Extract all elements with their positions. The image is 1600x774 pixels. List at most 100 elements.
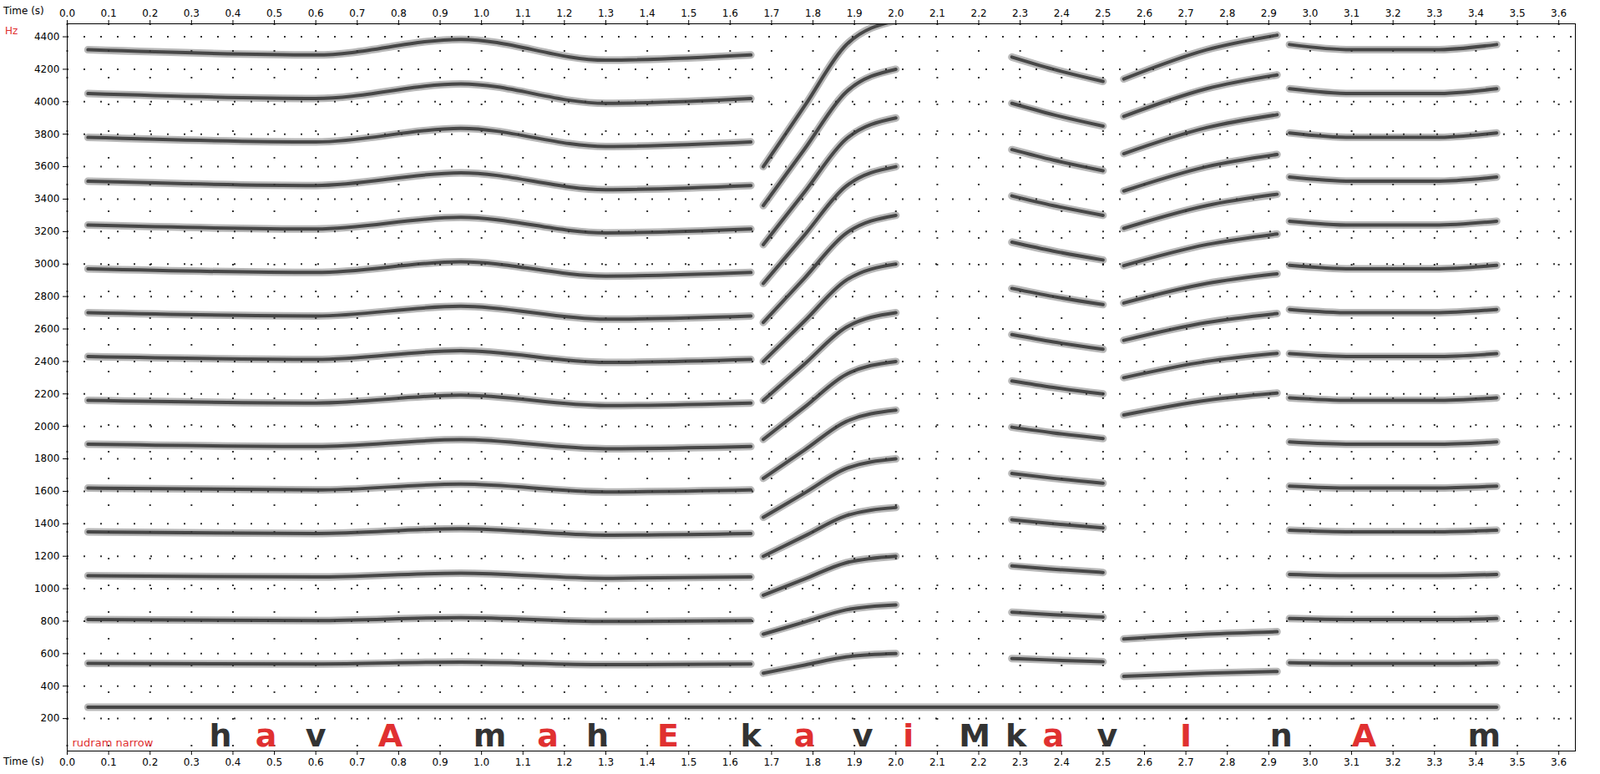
svg-text:a: a [255,717,278,755]
svg-text:3200: 3200 [34,225,61,238]
svg-text:0.5: 0.5 [266,756,283,769]
svg-text:1400: 1400 [34,517,61,530]
svg-text:1.9: 1.9 [846,7,863,20]
svg-text:3000: 3000 [34,258,61,270]
svg-text:0.1: 0.1 [101,756,117,769]
svg-text:h: h [586,717,609,755]
svg-text:3.5: 3.5 [1508,756,1525,769]
svg-text:2.0: 2.0 [887,756,904,769]
svg-text:a: a [794,717,816,755]
svg-text:1.7: 1.7 [763,7,780,20]
svg-text:k: k [740,717,763,755]
svg-text:1200: 1200 [34,550,61,563]
svg-text:1.5: 1.5 [680,756,697,769]
svg-text:3800: 3800 [34,128,61,141]
svg-text:3.4: 3.4 [1468,756,1484,769]
svg-text:2.5: 2.5 [1094,7,1111,20]
svg-text:2.9: 2.9 [1260,7,1277,20]
svg-text:a: a [536,717,559,755]
svg-text:0.0: 0.0 [59,756,76,769]
svg-text:3.4: 3.4 [1468,7,1484,20]
svg-text:E: E [657,717,679,755]
svg-text:2.5: 2.5 [1094,756,1111,769]
svg-text:2.4: 2.4 [1053,7,1070,20]
svg-text:1.9: 1.9 [846,756,863,769]
svg-text:2.6: 2.6 [1136,7,1153,20]
svg-text:0.3: 0.3 [183,7,200,20]
svg-text:0.6: 0.6 [308,7,325,20]
svg-text:0.5: 0.5 [266,7,283,20]
svg-text:3400: 3400 [34,192,61,205]
svg-text:2.2: 2.2 [970,7,987,20]
svg-text:m: m [1468,717,1502,755]
svg-text:0.8: 0.8 [390,756,407,769]
svg-text:2400: 2400 [34,355,61,368]
svg-text:v: v [1096,717,1118,755]
svg-text:0.8: 0.8 [390,7,407,20]
svg-text:rudram narrow: rudram narrow [72,736,154,750]
svg-text:3.1: 3.1 [1343,756,1360,769]
svg-text:i: i [902,717,914,755]
svg-text:2.1: 2.1 [929,756,946,769]
svg-text:4400: 4400 [34,30,61,43]
svg-text:0.6: 0.6 [308,756,325,769]
svg-text:2.9: 2.9 [1260,756,1277,769]
svg-text:1.1: 1.1 [515,756,532,769]
svg-text:h: h [209,717,233,755]
svg-text:2.4: 2.4 [1053,756,1070,769]
svg-text:n: n [1270,717,1293,755]
svg-text:4000: 4000 [34,96,61,108]
svg-text:0.7: 0.7 [349,7,365,20]
svg-text:2.7: 2.7 [1178,756,1195,769]
svg-text:2.7: 2.7 [1178,7,1195,20]
svg-text:0.4: 0.4 [224,756,241,769]
svg-text:0.1: 0.1 [101,7,117,20]
svg-text:200: 200 [40,712,61,725]
svg-text:2600: 2600 [34,323,61,335]
svg-text:3.0: 3.0 [1301,756,1318,769]
svg-text:0.4: 0.4 [224,7,241,20]
svg-text:2200: 2200 [34,388,61,400]
svg-text:v: v [852,717,874,755]
svg-text:0.2: 0.2 [141,7,158,20]
svg-text:1.4: 1.4 [639,7,656,20]
svg-text:3.6: 3.6 [1550,756,1567,769]
svg-text:A: A [1351,717,1378,755]
svg-text:M: M [958,717,991,755]
svg-text:0.3: 0.3 [183,756,200,769]
svg-text:I: I [1179,717,1192,755]
svg-text:0.7: 0.7 [349,756,365,769]
svg-text:1.0: 1.0 [473,7,490,20]
svg-text:3.2: 3.2 [1385,756,1402,769]
svg-text:k: k [1005,717,1028,755]
svg-text:1.4: 1.4 [639,756,656,769]
svg-text:1600: 1600 [34,485,61,497]
svg-text:1.3: 1.3 [597,7,614,20]
svg-text:2000: 2000 [34,420,61,433]
svg-text:600: 600 [40,648,61,660]
svg-text:1.1: 1.1 [515,7,532,20]
svg-text:3.6: 3.6 [1550,7,1567,20]
svg-text:400: 400 [40,680,61,693]
svg-text:2.8: 2.8 [1219,7,1236,20]
svg-text:3.2: 3.2 [1385,7,1402,20]
svg-text:2.2: 2.2 [970,756,987,769]
svg-text:v: v [305,717,327,755]
svg-text:2.8: 2.8 [1219,756,1236,769]
svg-text:1.2: 1.2 [556,756,573,769]
svg-text:1.6: 1.6 [722,7,739,20]
svg-text:1.6: 1.6 [722,756,739,769]
svg-text:3600: 3600 [34,160,61,173]
svg-text:2.1: 2.1 [929,7,946,20]
svg-text:0.0: 0.0 [59,7,76,20]
svg-text:1.8: 1.8 [805,756,821,769]
svg-text:2.0: 2.0 [887,7,904,20]
svg-text:3.5: 3.5 [1508,7,1525,20]
svg-text:4200: 4200 [34,63,61,76]
svg-text:2800: 2800 [34,290,61,303]
svg-text:2.3: 2.3 [1012,756,1028,769]
svg-text:1.7: 1.7 [763,756,780,769]
svg-text:800: 800 [40,615,61,628]
svg-text:1000: 1000 [34,582,61,595]
svg-text:3.0: 3.0 [1301,7,1318,20]
